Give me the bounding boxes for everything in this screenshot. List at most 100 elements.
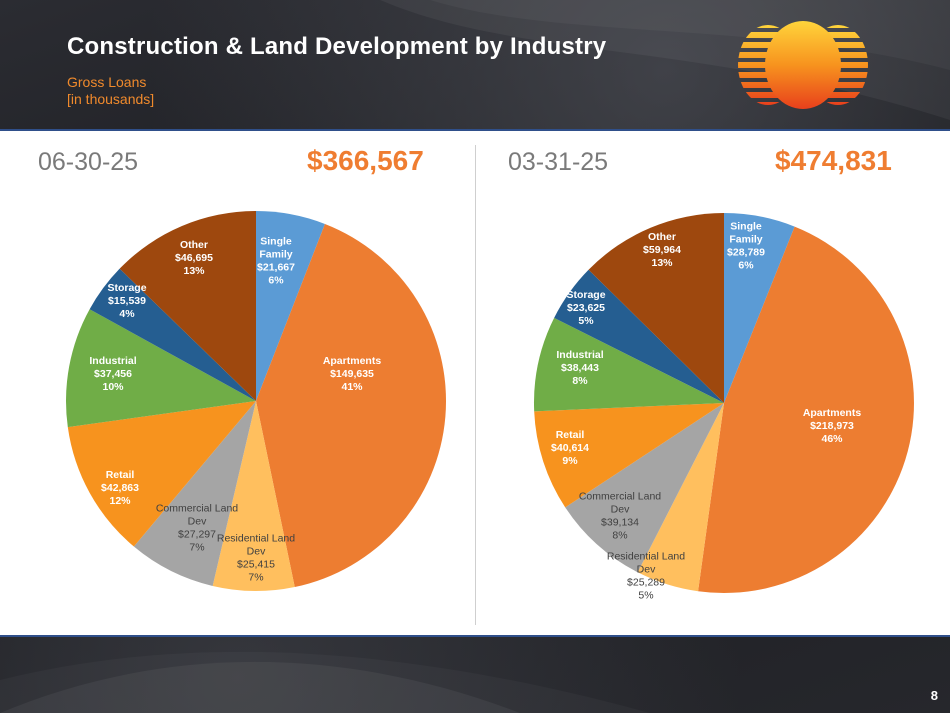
slice-label-line: 6%: [268, 275, 284, 287]
slice-label-line: $38,443: [561, 362, 599, 374]
slice-label-line: $218,973: [810, 420, 854, 432]
slice-label-line: 8%: [612, 530, 627, 542]
pie-slice-storage: [554, 269, 724, 403]
right-pie-chart: Single Family $28,789 6% Apartments $218,973 4…: [533, 213, 914, 600]
pie-slice-apartments: [698, 226, 914, 593]
slice-label-line: Dev: [188, 516, 207, 528]
slice-label-single: Single Family $21,667 6%: [257, 236, 295, 287]
slice-label-line: $39,134: [601, 517, 639, 529]
slice-label-line: Single: [730, 221, 762, 233]
slice-label-line: Family: [259, 249, 292, 261]
left-date-label: 06-30-25: [38, 148, 139, 176]
slice-label-line: $149,635: [330, 368, 374, 380]
pie-slice-storage: [89, 268, 256, 401]
slice-label-line: Other: [180, 239, 208, 251]
slice-label-single: Single Family $28,789 6%: [727, 221, 765, 272]
slice-label-line: $25,415: [237, 559, 275, 571]
slice-label-line: 5%: [638, 590, 653, 600]
slice-label-line: $15,539: [108, 295, 146, 307]
slice-label-line: $46,695: [175, 252, 213, 264]
slice-label-line: 7%: [189, 542, 204, 554]
slice-label-line: 13%: [651, 257, 673, 269]
slice-label-line: 4%: [119, 308, 135, 320]
pie-slice-industrial: [66, 309, 256, 428]
slice-label-line: 8%: [572, 375, 588, 387]
slice-label-line: $42,863: [101, 482, 139, 494]
slice-label-storage: Storage $23,625 5%: [566, 289, 605, 327]
slice-label-line: Commercial Land: [579, 491, 661, 503]
slice-label-line: 13%: [183, 265, 205, 277]
slice-label-line: Dev: [247, 546, 266, 558]
subtitle-line-2: [in thousands]: [67, 91, 155, 107]
pie-slice-retail: [534, 403, 724, 508]
slice-label-line: Apartments: [323, 355, 382, 367]
slice-label-residential-land: Residential Land Dev $25,415 7%: [217, 533, 295, 584]
chart-panel: 06-30-25 $366,567 Single Family $21,667 6% A…: [0, 129, 950, 637]
slice-label-line: $23,625: [567, 302, 605, 314]
pie-slice-residential-land: [212, 401, 295, 592]
slice-label-line: 5%: [578, 315, 594, 327]
slice-label-line: Storage: [566, 289, 605, 301]
slice-label-line: $27,297: [178, 529, 216, 541]
slice-label-line: 46%: [821, 433, 843, 445]
slice-label-industrial: Industrial $37,456 10%: [89, 355, 136, 393]
slice-label-line: Retail: [106, 469, 135, 481]
pie-slice-other: [588, 213, 724, 403]
slice-label-residential-land: Residential Land Dev $25,289 5%: [607, 551, 685, 600]
pie-slice-industrial: [533, 317, 724, 412]
left-total-label: $366,567: [307, 145, 424, 176]
slice-label-line: Dev: [637, 564, 656, 576]
left-pie-chart: Single Family $21,667 6%Apartments $149,635 4…: [66, 211, 447, 592]
slice-label-line: Single: [260, 236, 292, 248]
slice-label-line: 6%: [738, 260, 754, 272]
slice-label-line: Other: [648, 231, 676, 243]
slice-label-retail: Retail $40,614 9%: [551, 429, 589, 467]
slice-label-industrial: Industrial $38,443 8%: [556, 349, 603, 387]
slice-label-line: Commercial Land: [156, 503, 238, 515]
slice-label-line: $59,964: [643, 244, 681, 256]
company-logo-icon: [738, 21, 868, 109]
slice-label-line: 41%: [341, 381, 363, 393]
slice-label-line: Industrial: [89, 355, 136, 367]
slice-label-retail: Retail $42,863 12%: [101, 469, 139, 507]
slice-label-storage: Storage $15,539 4%: [107, 282, 146, 320]
pie-slice-retail: [67, 401, 256, 547]
slice-label-line: Storage: [107, 282, 146, 294]
slice-label-line: Family: [729, 234, 762, 246]
slice-label-line: $40,614: [551, 442, 589, 454]
slice-label-apartments: Apartments $218,973 46%: [803, 407, 862, 445]
right-total-label: $474,831: [775, 145, 892, 176]
slide-subtitle: Gross Loans [in thousands]: [67, 74, 154, 108]
slice-label-line: Dev: [611, 504, 630, 516]
slice-label-line: $37,456: [94, 368, 132, 380]
slice-label-other: Other $46,695 13%: [175, 239, 213, 277]
pie-slice-commercial-land: [133, 401, 256, 586]
slice-label-line: Retail: [556, 429, 585, 441]
slice-label-line: Industrial: [556, 349, 603, 361]
slice-label-line: 9%: [562, 455, 578, 467]
slice-label-line: Residential Land: [217, 533, 295, 545]
slice-label-line: 7%: [248, 572, 263, 584]
slide-title: Construction & Land Development by Indus…: [67, 33, 607, 60]
pie-slice-single: [256, 211, 325, 401]
slice-label-commercial-land: Commercial Land Dev $27,297 7%: [156, 503, 238, 554]
right-date-label: 03-31-25: [508, 148, 609, 176]
slice-label-other: Other $59,964 13%: [643, 231, 681, 269]
page-number: 8: [930, 688, 938, 703]
pie-slice-apartments: [256, 223, 447, 588]
pie-slice-single: [724, 213, 795, 403]
subtitle-line-1: Gross Loans: [67, 74, 147, 90]
panel-divider: [475, 145, 476, 625]
slice-label-line: Residential Land: [607, 551, 685, 563]
slice-label-commercial-land: Commercial Land Dev $39,134 8%: [579, 491, 661, 542]
slice-label-line: $21,667: [257, 262, 295, 274]
slice-label-line: $28,789: [727, 247, 765, 259]
pie-slice-residential-land: [637, 403, 724, 592]
slice-label-line: Apartments: [803, 407, 862, 419]
slice-label-apartments: Apartments $149,635 41%: [323, 355, 382, 393]
slice-label-line: $25,289: [627, 577, 665, 589]
pie-slice-other: [119, 211, 257, 401]
slice-label-line: 12%: [109, 495, 131, 507]
pie-slice-commercial-land: [565, 403, 724, 573]
slice-label-line: 10%: [102, 381, 124, 393]
